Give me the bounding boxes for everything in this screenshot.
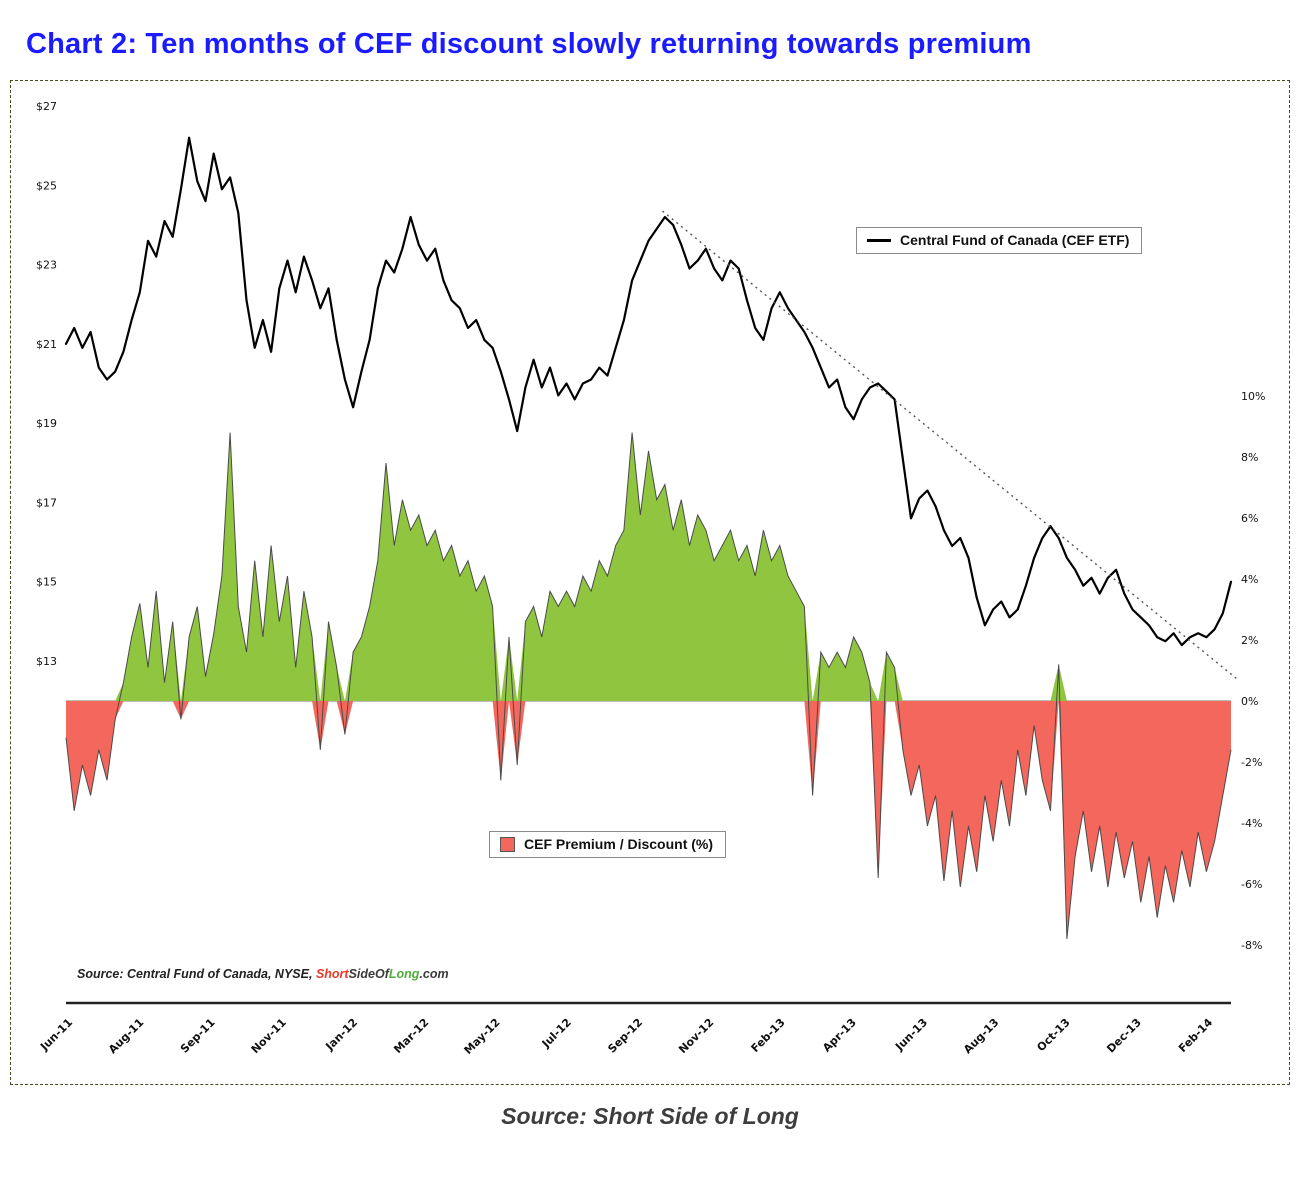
- svg-text:8%: 8%: [1241, 451, 1258, 464]
- svg-text:2%: 2%: [1241, 634, 1258, 647]
- svg-text:Jun-13: Jun-13: [892, 1016, 930, 1054]
- svg-text:Feb-13: Feb-13: [749, 1016, 788, 1055]
- svg-text:May-12: May-12: [462, 1016, 503, 1057]
- brand-part: Short: [315, 967, 349, 981]
- svg-text:Aug-13: Aug-13: [961, 1016, 1001, 1056]
- svg-text:-6%: -6%: [1241, 878, 1262, 891]
- legend-price-label: Central Fund of Canada (CEF ETF): [900, 232, 1130, 248]
- svg-text:Sep-12: Sep-12: [605, 1016, 645, 1056]
- svg-text:Mar-12: Mar-12: [391, 1016, 431, 1056]
- source-attribution: Source: Central Fund of Canada, NYSE, Sh…: [77, 967, 449, 981]
- svg-text:Dec-13: Dec-13: [1104, 1016, 1144, 1056]
- svg-text:Nov-11: Nov-11: [249, 1016, 289, 1056]
- svg-text:Jun-11: Jun-11: [37, 1016, 75, 1054]
- brand-text: ShortSideOfLong.com: [316, 967, 449, 981]
- svg-text:$23: $23: [36, 259, 57, 272]
- legend-premium: CEF Premium / Discount (%): [489, 831, 727, 858]
- premium-area-swatch-icon: [500, 836, 515, 852]
- svg-text:Jan-12: Jan-12: [322, 1016, 360, 1054]
- svg-text:Feb-14: Feb-14: [1176, 1016, 1215, 1055]
- svg-text:0%: 0%: [1241, 695, 1258, 708]
- svg-text:Sep-11: Sep-11: [178, 1016, 218, 1056]
- svg-text:-4%: -4%: [1241, 817, 1262, 830]
- svg-text:$27: $27: [36, 100, 57, 113]
- chart-panel: $27 $25 $23 $21 $19 $17 $15 $13 10% 8% 6% 4% 2% 0% -2%…: [10, 80, 1290, 1085]
- svg-text:4%: 4%: [1241, 573, 1258, 586]
- svg-text:Nov-12: Nov-12: [676, 1016, 716, 1056]
- brand-part: SideOf: [348, 967, 389, 981]
- svg-text:Jul-12: Jul-12: [539, 1016, 574, 1051]
- svg-text:6%: 6%: [1241, 512, 1258, 525]
- source-prefix: Source: Central Fund of Canada, NYSE,: [77, 967, 316, 981]
- legend-price: Central Fund of Canada (CEF ETF): [856, 227, 1143, 254]
- page-caption: Source: Short Side of Long: [501, 1103, 799, 1129]
- svg-text:$19: $19: [36, 417, 57, 430]
- svg-text:Oct-13: Oct-13: [1034, 1016, 1072, 1054]
- svg-text:Apr-13: Apr-13: [820, 1016, 859, 1055]
- chart-title: Chart 2: Ten months of CEF discount slow…: [26, 28, 1032, 60]
- svg-text:Aug-11: Aug-11: [106, 1016, 146, 1056]
- svg-text:10%: 10%: [1241, 390, 1265, 403]
- price-line-swatch-icon: [867, 238, 891, 242]
- svg-text:$25: $25: [36, 179, 57, 192]
- svg-text:-2%: -2%: [1241, 756, 1262, 769]
- svg-text:$15: $15: [36, 576, 57, 589]
- svg-text:$21: $21: [36, 338, 57, 351]
- legend-premium-label: CEF Premium / Discount (%): [524, 836, 714, 852]
- svg-text:-8%: -8%: [1241, 939, 1262, 952]
- brand-part: .com: [419, 967, 449, 981]
- svg-text:$13: $13: [36, 655, 57, 668]
- svg-text:$17: $17: [36, 496, 57, 509]
- chart-canvas: $27 $25 $23 $21 $19 $17 $15 $13 10% 8% 6% 4% 2% 0% -2%…: [36, 100, 1265, 1057]
- brand-part: Long: [388, 967, 420, 981]
